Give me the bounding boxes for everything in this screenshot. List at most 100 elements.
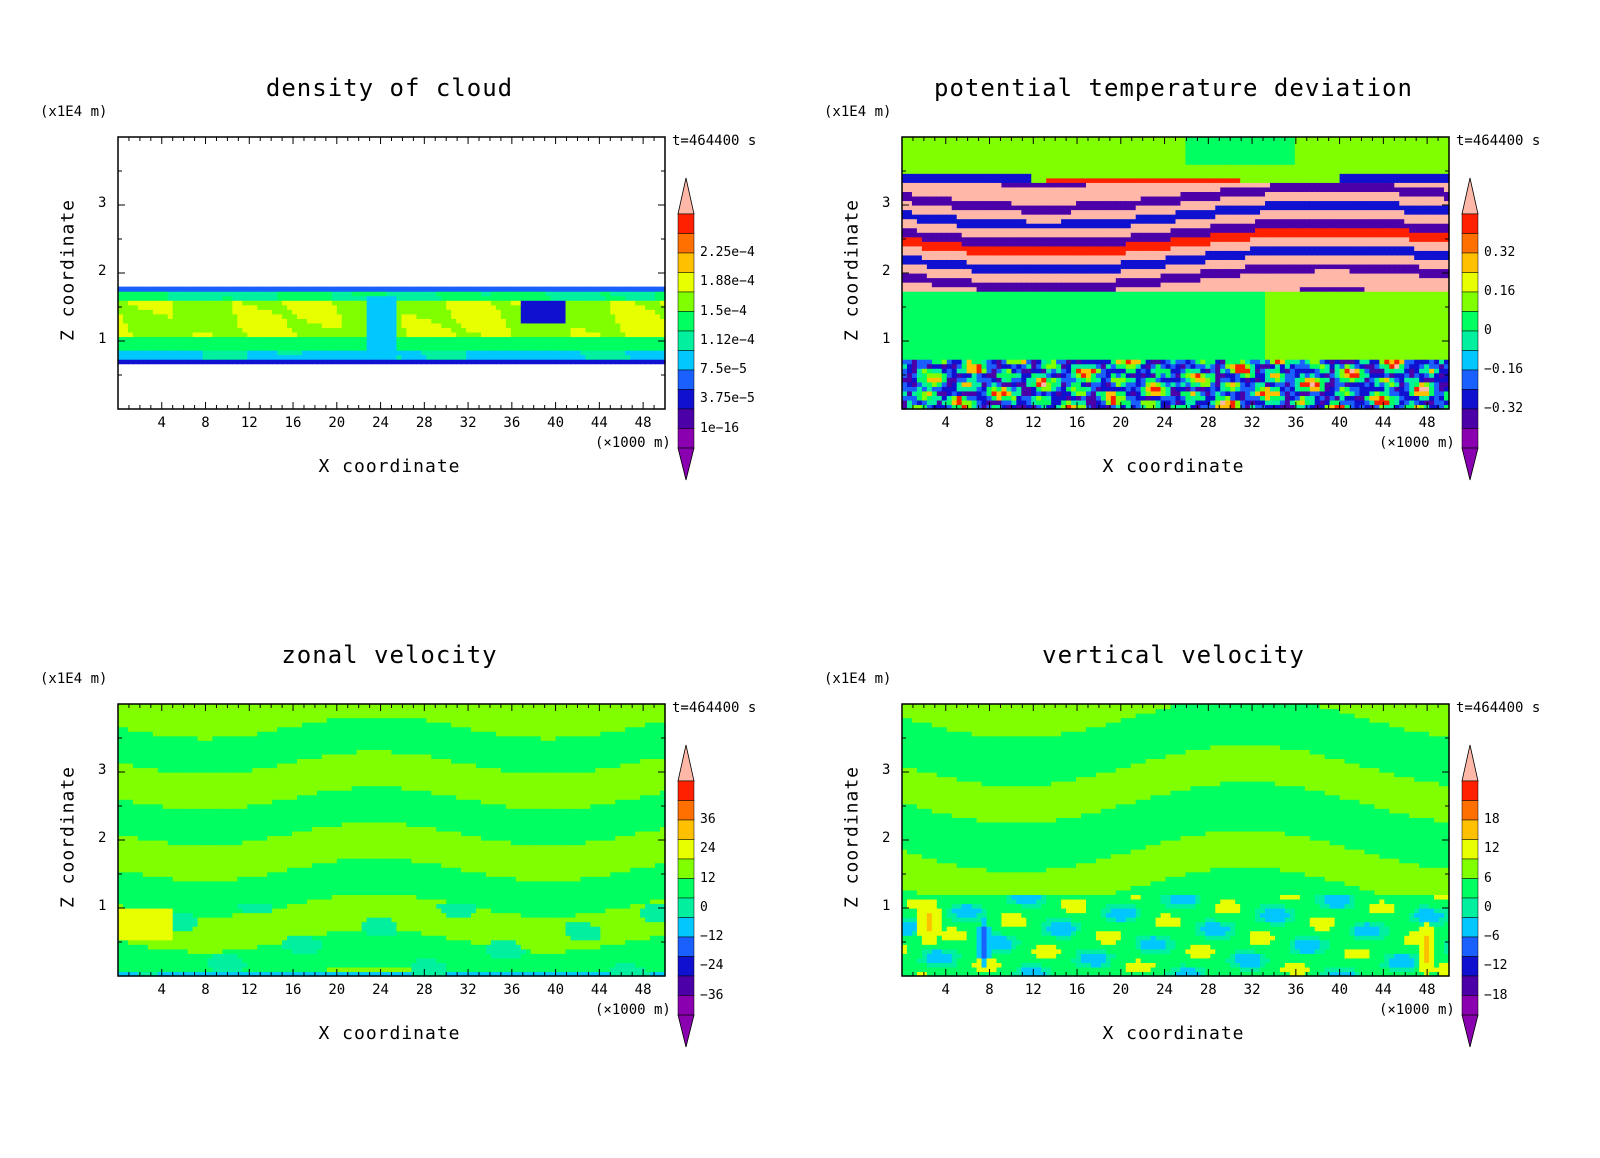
heatmap-cell bbox=[356, 304, 363, 310]
heatmap-cell bbox=[1046, 354, 1052, 360]
heatmap-cell bbox=[1036, 345, 1042, 351]
heatmap-cell bbox=[1021, 368, 1027, 374]
heatmap-cell bbox=[936, 399, 943, 406]
heatmap-cell bbox=[946, 318, 953, 324]
heatmap-cell bbox=[118, 300, 124, 306]
heatmap-cell bbox=[485, 291, 492, 297]
heatmap-cell bbox=[351, 350, 358, 356]
heatmap-cell bbox=[976, 182, 983, 188]
heatmap-cell bbox=[1135, 331, 1142, 338]
heatmap-cell bbox=[237, 350, 243, 356]
heatmap-cell bbox=[490, 359, 497, 365]
heatmap-cell bbox=[1001, 205, 1008, 211]
heatmap-cell bbox=[1110, 173, 1117, 179]
heatmap-cell bbox=[1036, 259, 1042, 265]
heatmap-cell bbox=[1031, 368, 1037, 374]
heatmap-cell bbox=[515, 313, 522, 319]
heatmap-cell bbox=[1056, 404, 1062, 410]
heatmap-cell bbox=[926, 395, 933, 401]
heatmap-cell bbox=[182, 318, 189, 324]
heatmap-cell bbox=[1006, 263, 1012, 270]
heatmap-cell bbox=[1066, 137, 1072, 143]
heatmap-cell bbox=[1001, 345, 1008, 351]
heatmap-cell bbox=[356, 291, 363, 297]
heatmap-cell bbox=[292, 331, 298, 338]
heatmap-cell bbox=[182, 295, 189, 301]
heatmap-cell bbox=[1130, 218, 1137, 224]
heatmap-cell bbox=[951, 300, 958, 306]
heatmap-cell bbox=[981, 377, 988, 383]
heatmap-cell bbox=[217, 350, 224, 356]
heatmap-cell bbox=[1031, 273, 1037, 279]
heatmap-cell bbox=[436, 313, 442, 319]
heatmap-cell bbox=[485, 309, 492, 315]
heatmap-cell bbox=[510, 336, 517, 342]
heatmap-cell bbox=[946, 313, 953, 319]
heatmap-cell bbox=[936, 205, 943, 211]
heatmap-cell bbox=[966, 150, 973, 156]
heatmap-cell bbox=[142, 345, 149, 351]
heatmap-cell bbox=[1056, 359, 1062, 365]
heatmap-cell bbox=[1105, 390, 1112, 396]
heatmap-cell bbox=[981, 150, 988, 156]
heatmap-cell bbox=[1021, 395, 1027, 401]
heatmap-cell bbox=[605, 295, 611, 301]
heatmap-cell bbox=[396, 304, 403, 310]
heatmap-cell bbox=[1016, 259, 1022, 265]
heatmap-cell bbox=[1026, 318, 1032, 324]
heatmap-cell bbox=[118, 322, 124, 328]
heatmap-cell bbox=[1125, 263, 1132, 270]
heatmap-cell bbox=[991, 404, 998, 410]
heatmap-cell bbox=[1140, 295, 1147, 301]
heatmap-cell bbox=[277, 359, 283, 365]
heatmap-cell bbox=[1046, 186, 1052, 192]
heatmap-cell bbox=[356, 295, 363, 301]
heatmap-cell bbox=[1011, 354, 1017, 360]
heatmap-cell bbox=[1130, 250, 1137, 256]
heatmap-cell bbox=[242, 359, 248, 365]
heatmap-cell bbox=[961, 223, 968, 229]
heatmap-cell bbox=[277, 331, 283, 338]
heatmap-cell bbox=[1105, 404, 1112, 410]
heatmap-cell bbox=[202, 345, 209, 351]
heatmap-cell bbox=[1041, 155, 1047, 161]
heatmap-cell bbox=[1011, 300, 1017, 306]
heatmap-cell bbox=[981, 186, 988, 192]
heatmap-cell bbox=[981, 345, 988, 351]
heatmap-cell bbox=[605, 350, 611, 356]
heatmap-cell bbox=[157, 313, 164, 319]
heatmap-cell bbox=[520, 300, 527, 306]
heatmap-cell bbox=[1001, 209, 1008, 215]
heatmap-cell bbox=[481, 304, 487, 310]
heatmap-cell bbox=[1071, 214, 1077, 220]
heatmap-cell bbox=[306, 309, 313, 315]
heatmap-cell bbox=[1011, 318, 1017, 324]
heatmap-cell bbox=[510, 331, 517, 338]
heatmap-cell bbox=[560, 309, 567, 315]
heatmap-cell bbox=[1026, 322, 1032, 328]
heatmap-cell bbox=[436, 350, 442, 356]
heatmap-cell bbox=[1061, 300, 1067, 306]
heatmap-cell bbox=[1066, 282, 1072, 288]
heatmap-cell bbox=[981, 359, 988, 365]
heatmap-cell bbox=[1135, 309, 1142, 315]
heatmap-cell bbox=[1085, 205, 1092, 211]
heatmap-cell bbox=[252, 341, 258, 347]
heatmap-cell bbox=[1071, 345, 1077, 351]
heatmap-cell bbox=[525, 350, 532, 356]
heatmap-cell bbox=[1105, 164, 1112, 170]
heatmap-cell bbox=[1041, 313, 1047, 319]
heatmap-cell bbox=[630, 318, 636, 324]
heatmap-cell bbox=[147, 331, 154, 338]
heatmap-cell bbox=[1051, 150, 1057, 156]
heatmap-cell bbox=[916, 245, 923, 251]
heatmap-cell bbox=[391, 318, 398, 324]
heatmap-cell bbox=[1090, 232, 1097, 238]
heatmap-cell bbox=[931, 359, 938, 365]
heatmap-cell bbox=[1130, 377, 1137, 383]
heatmap-cell bbox=[222, 336, 228, 342]
heatmap-cell bbox=[941, 368, 948, 374]
heatmap-cell bbox=[991, 282, 998, 288]
heatmap-cell bbox=[1026, 186, 1032, 192]
heatmap-cell bbox=[162, 322, 169, 328]
